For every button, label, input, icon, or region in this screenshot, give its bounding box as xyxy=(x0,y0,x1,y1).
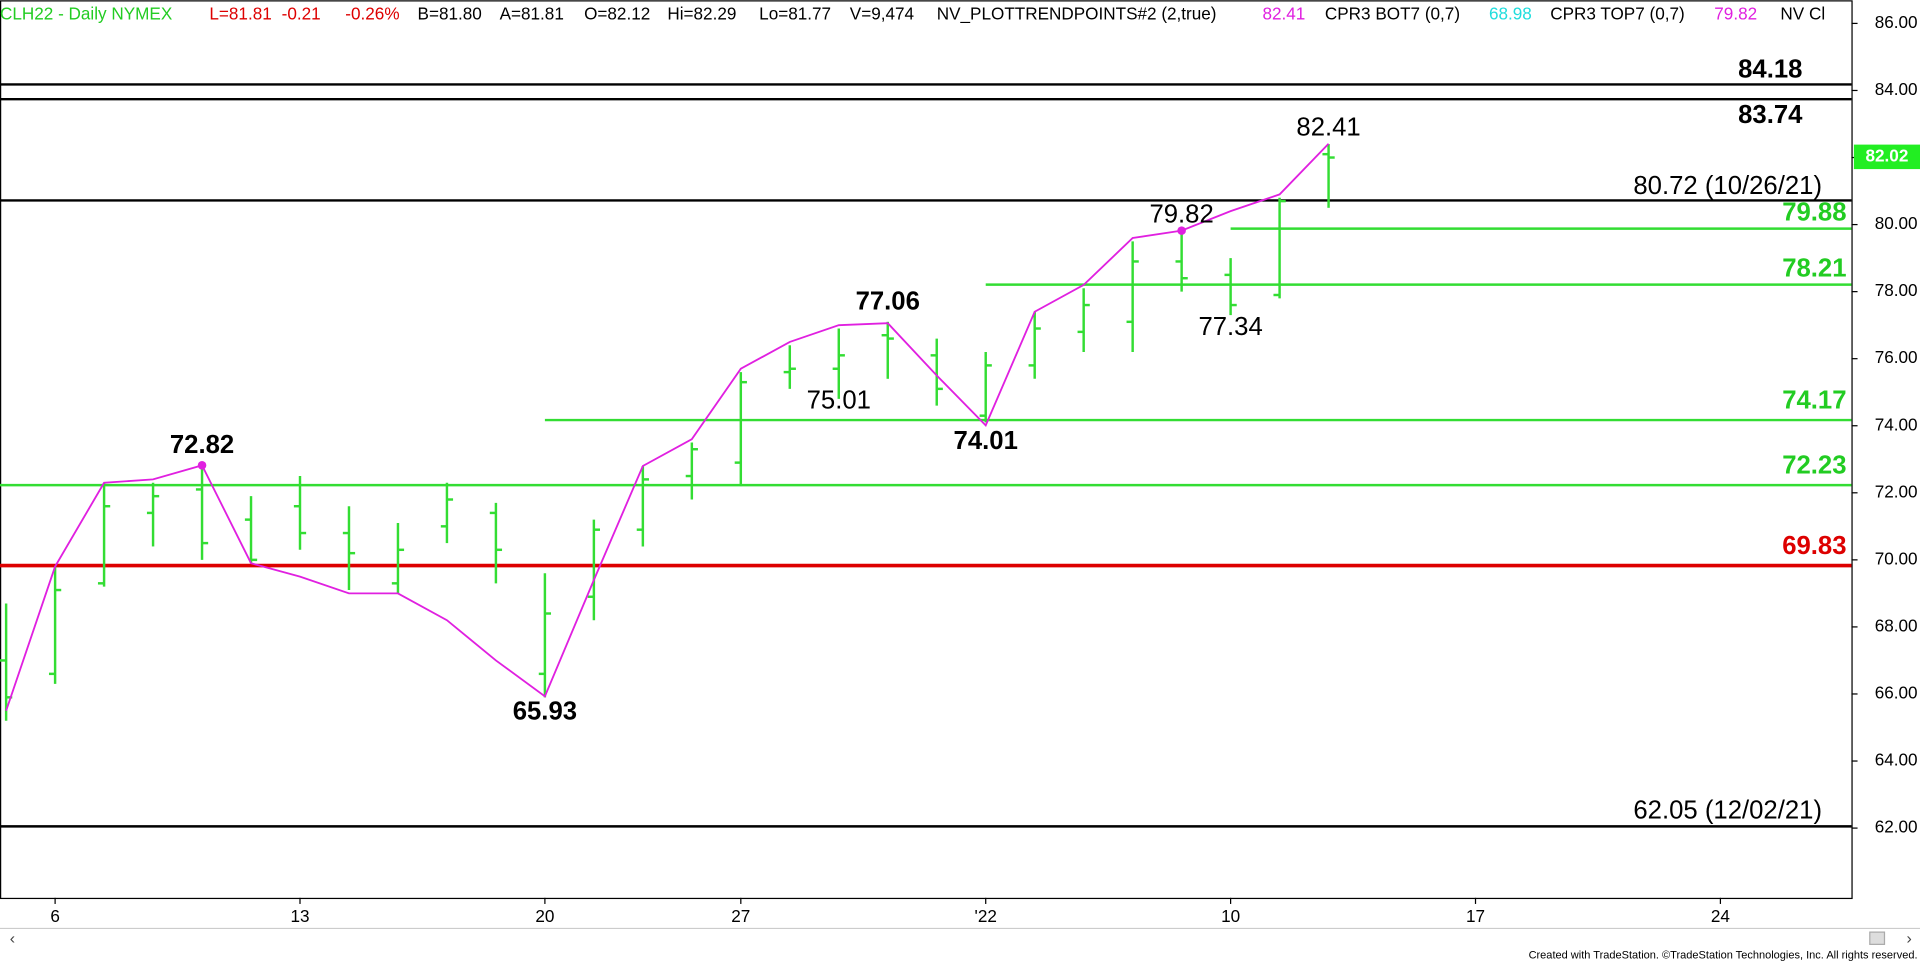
price-annotation: 82.41 xyxy=(1296,114,1360,142)
x-tick-label: 6 xyxy=(50,906,60,926)
header-item: L=81.81 xyxy=(209,4,271,24)
trend-point xyxy=(1177,226,1186,235)
y-tick-label: 84.00 xyxy=(1875,79,1918,99)
trend-line xyxy=(5,143,1330,712)
header-item: CPR3 BOT7 (0,7) xyxy=(1325,4,1460,24)
y-tick-label: 62.00 xyxy=(1875,817,1918,837)
y-tick-label: 76.00 xyxy=(1875,347,1918,367)
trend-point xyxy=(197,461,207,470)
y-tick-label: 68.00 xyxy=(1875,615,1918,635)
last-price-label: 82.02 xyxy=(1866,145,1909,165)
header-item: 79.82 xyxy=(1714,4,1757,24)
x-tick-label: 27 xyxy=(731,906,750,926)
level-label: 62.05 (12/02/21) xyxy=(1633,797,1822,825)
scroll-thumb[interactable] xyxy=(1869,931,1886,945)
level-label: 83.74 xyxy=(1738,101,1803,129)
x-tick-label: 13 xyxy=(290,906,309,926)
price-annotation: 77.34 xyxy=(1198,313,1262,341)
scroll-right[interactable]: › xyxy=(1907,931,1912,948)
level-label: 69.83 xyxy=(1782,532,1846,560)
level-label: 80.72 (10/26/21) xyxy=(1633,172,1822,200)
header-item: CPR3 TOP7 (0,7) xyxy=(1550,4,1685,24)
header-item: NV Cl xyxy=(1780,4,1825,24)
scroll-left[interactable]: ‹ xyxy=(10,931,15,948)
y-tick-label: 70.00 xyxy=(1875,548,1918,568)
price-annotation: 75.01 xyxy=(807,387,871,415)
level-label: 84.18 xyxy=(1738,56,1802,84)
header-item: O=82.12 xyxy=(584,4,650,24)
level-label: 79.88 xyxy=(1782,199,1846,227)
x-tick-label: 20 xyxy=(535,906,554,926)
price-annotation: 79.82 xyxy=(1149,201,1213,229)
header-item: NV_PLOTTRENDPOINTS#2 (2,true) xyxy=(937,4,1217,24)
header-item: 82.41 xyxy=(1262,4,1305,24)
level-label: 74.17 xyxy=(1782,386,1846,414)
header-item: -0.26% xyxy=(345,4,399,24)
y-tick-label: 64.00 xyxy=(1875,750,1918,770)
x-tick-label: 24 xyxy=(1711,906,1731,926)
header-item: -0.21 xyxy=(282,4,321,24)
y-tick-label: 78.00 xyxy=(1875,280,1918,300)
header-item: B=81.80 xyxy=(418,4,482,24)
y-tick-label: 74.00 xyxy=(1875,414,1918,434)
price-annotation: 74.01 xyxy=(954,427,1018,455)
level-label: 72.23 xyxy=(1782,452,1846,480)
y-tick-label: 80.00 xyxy=(1875,213,1918,233)
header-item: Hi=82.29 xyxy=(667,4,736,24)
x-tick-label: 10 xyxy=(1221,906,1240,926)
x-tick-label: '22 xyxy=(975,906,997,926)
footer: Created with TradeStation. ©TradeStation… xyxy=(1529,949,1918,961)
header-item: Lo=81.77 xyxy=(759,4,831,24)
x-tick-label: 17 xyxy=(1466,906,1485,926)
level-label: 78.21 xyxy=(1782,255,1846,283)
price-annotation: 72.82 xyxy=(170,431,234,459)
y-tick-label: 72.00 xyxy=(1875,481,1918,501)
header-item: 68.98 xyxy=(1489,4,1532,24)
header-item: V=9,474 xyxy=(850,4,915,24)
y-tick-label: 66.00 xyxy=(1875,683,1918,703)
header-item: A=81.81 xyxy=(500,4,564,24)
last-price-tag xyxy=(1853,144,1920,170)
price-annotation: 65.93 xyxy=(513,698,577,726)
plot-frame xyxy=(0,0,1853,900)
price-annotation: 77.06 xyxy=(856,288,920,316)
header-item: CLH22 - Daily NYMEX xyxy=(0,4,173,24)
y-tick-label: 86.00 xyxy=(1875,12,1918,32)
